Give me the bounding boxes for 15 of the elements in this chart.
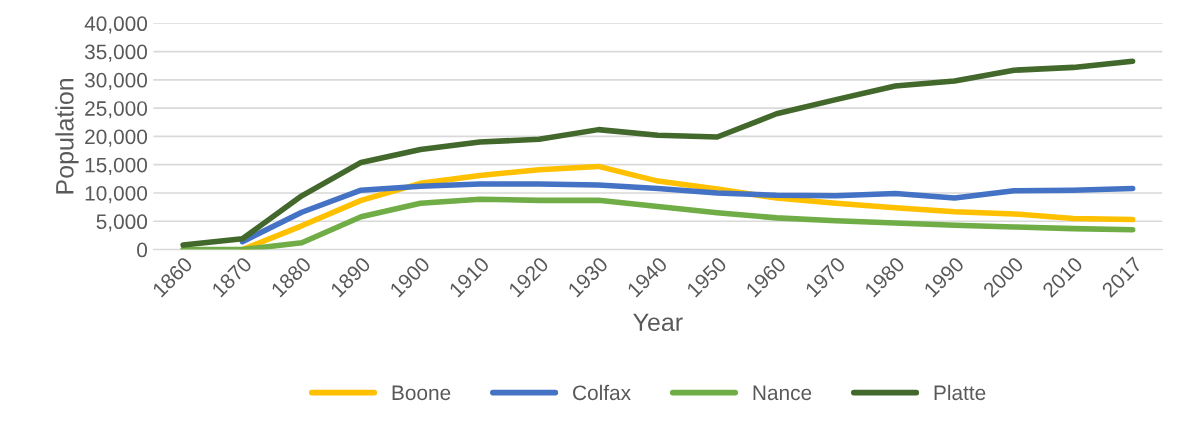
- y-tick-label: 15,000: [85, 157, 148, 175]
- y-axis-title: Population: [55, 78, 79, 194]
- y-tick-label: 25,000: [85, 101, 148, 119]
- y-tick-label: 5,000: [96, 214, 148, 232]
- x-axis-title: Year: [633, 313, 683, 332]
- legend-label: Colfax: [573, 384, 631, 401]
- y-tick-label: 30,000: [84, 72, 148, 91]
- y-tick-label: 40,000: [84, 16, 148, 34]
- y-tick-label: 35,000: [84, 44, 148, 62]
- legend-label: Platte: [934, 384, 986, 401]
- legend-label: Nance: [753, 385, 812, 401]
- y-tick-label: 20,000: [85, 129, 148, 147]
- y-tick-label: 10,000: [85, 186, 148, 204]
- y-tick-label: 0: [137, 242, 148, 258]
- legend-label: Boone: [392, 385, 451, 401]
